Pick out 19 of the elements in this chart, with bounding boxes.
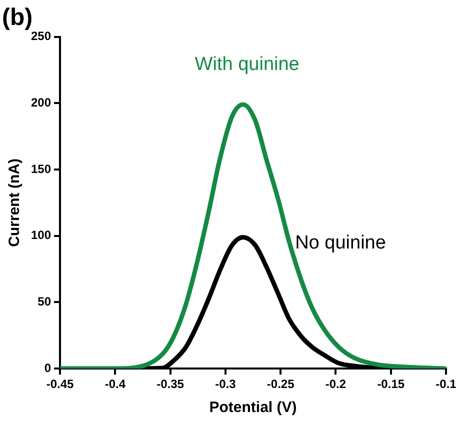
y-tick-label: 250 (30, 29, 52, 44)
x-tick-label: -0.25 (266, 377, 295, 392)
x-tick-label: -0.15 (377, 377, 405, 392)
x-tick-label: -0.3 (215, 377, 236, 392)
x-tick-label: -0.45 (46, 377, 74, 392)
y-axis-title: Current (nA) (6, 158, 24, 247)
series-label: No quinine (295, 232, 386, 254)
y-tick-label: 100 (30, 228, 52, 242)
x-tick-label: -0.2 (325, 377, 346, 392)
text: With quinine (194, 54, 300, 76)
x-axis-title: Potential (V) (209, 399, 297, 416)
chart-title: (b) (2, 4, 33, 32)
y-tick-label: 0 (44, 360, 52, 375)
x-tick-label: -0.35 (156, 377, 184, 392)
y-tick-label: 200 (30, 95, 52, 110)
y-tick-label: 50 (38, 294, 52, 309)
y-tick-label: 150 (30, 162, 52, 176)
x-tick-label: -0.1 (436, 377, 457, 392)
x-tick-label: -0.4 (104, 377, 126, 392)
